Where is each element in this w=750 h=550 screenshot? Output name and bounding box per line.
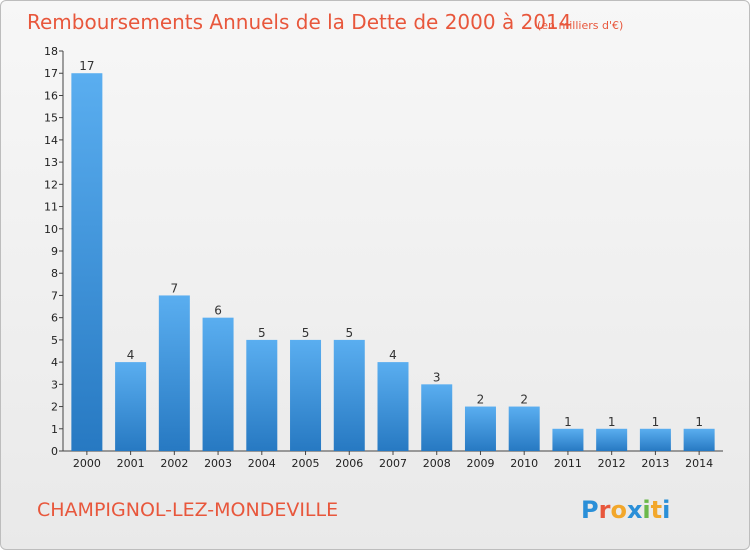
y-tick-label: 13 (44, 156, 58, 169)
x-tick-label: 2007 (379, 457, 407, 470)
x-tick-label: 2003 (204, 457, 232, 470)
bar (596, 428, 628, 451)
bar-value-label: 2 (520, 393, 528, 407)
chart-unit: (en milliers d'€) (537, 19, 623, 32)
bar-value-label: 1 (695, 415, 703, 429)
bar (552, 428, 584, 451)
x-tick-label: 2010 (510, 457, 538, 470)
bar (158, 295, 190, 451)
y-tick-label: 11 (44, 201, 58, 214)
y-tick-label: 17 (44, 67, 58, 80)
bar (508, 406, 540, 451)
y-tick-label: 8 (51, 267, 58, 280)
bar-value-label: 3 (433, 370, 441, 384)
bar (115, 362, 147, 451)
bar-value-label: 1 (608, 415, 616, 429)
x-tick-label: 2000 (73, 457, 101, 470)
y-tick-label: 5 (51, 334, 58, 347)
x-tick-label: 2002 (160, 457, 188, 470)
y-tick-label: 12 (44, 178, 58, 191)
x-tick-label: 2009 (466, 457, 494, 470)
bar (290, 339, 322, 451)
bar-value-label: 4 (389, 348, 397, 362)
bar (421, 384, 453, 451)
bar-value-label: 5 (302, 326, 310, 340)
y-tick-label: 7 (51, 289, 58, 302)
y-tick-label: 16 (44, 89, 58, 102)
x-tick-label: 2001 (117, 457, 145, 470)
y-tick-label: 10 (44, 223, 58, 236)
y-tick-label: 3 (51, 378, 58, 391)
bar (639, 428, 671, 451)
y-tick-label: 6 (51, 312, 58, 325)
bar-value-label: 1 (652, 415, 660, 429)
commune-name: CHAMPIGNOL-LEZ-MONDEVILLE (37, 499, 338, 521)
x-tick-label: 2014 (685, 457, 713, 470)
x-tick-label: 2004 (248, 457, 276, 470)
bar (464, 406, 496, 451)
y-tick-label: 0 (51, 445, 58, 458)
bar (246, 339, 278, 451)
x-tick-label: 2012 (598, 457, 626, 470)
bar-value-label: 2 (477, 393, 485, 407)
y-tick-label: 14 (44, 134, 58, 147)
y-tick-label: 15 (44, 112, 58, 125)
bar-value-label: 7 (171, 281, 179, 295)
chart-title: Remboursements Annuels de la Dette de 20… (27, 10, 571, 34)
x-tick-label: 2005 (292, 457, 320, 470)
x-tick-label: 2006 (335, 457, 363, 470)
y-tick-label: 1 (51, 423, 58, 436)
bar-value-label: 5 (258, 326, 266, 340)
x-tick-label: 2011 (554, 457, 582, 470)
bar-value-label: 6 (214, 304, 222, 318)
bar (333, 339, 365, 451)
x-tick-label: 2008 (423, 457, 451, 470)
bar (683, 428, 715, 451)
x-tick-label: 2013 (641, 457, 669, 470)
bar (202, 317, 234, 451)
bar-value-label: 4 (127, 348, 135, 362)
bar-value-label: 17 (79, 59, 94, 73)
y-tick-label: 4 (51, 356, 58, 369)
bar (71, 73, 103, 451)
proxiti-logo: Proxiti (581, 496, 670, 524)
y-tick-label: 9 (51, 245, 58, 258)
plot-area: 0123456789101112131415161718172000420017… (44, 45, 723, 470)
y-tick-label: 18 (44, 45, 58, 58)
y-tick-label: 2 (51, 401, 58, 414)
bar-value-label: 1 (564, 415, 572, 429)
bar (377, 362, 409, 451)
bar-value-label: 5 (345, 326, 353, 340)
